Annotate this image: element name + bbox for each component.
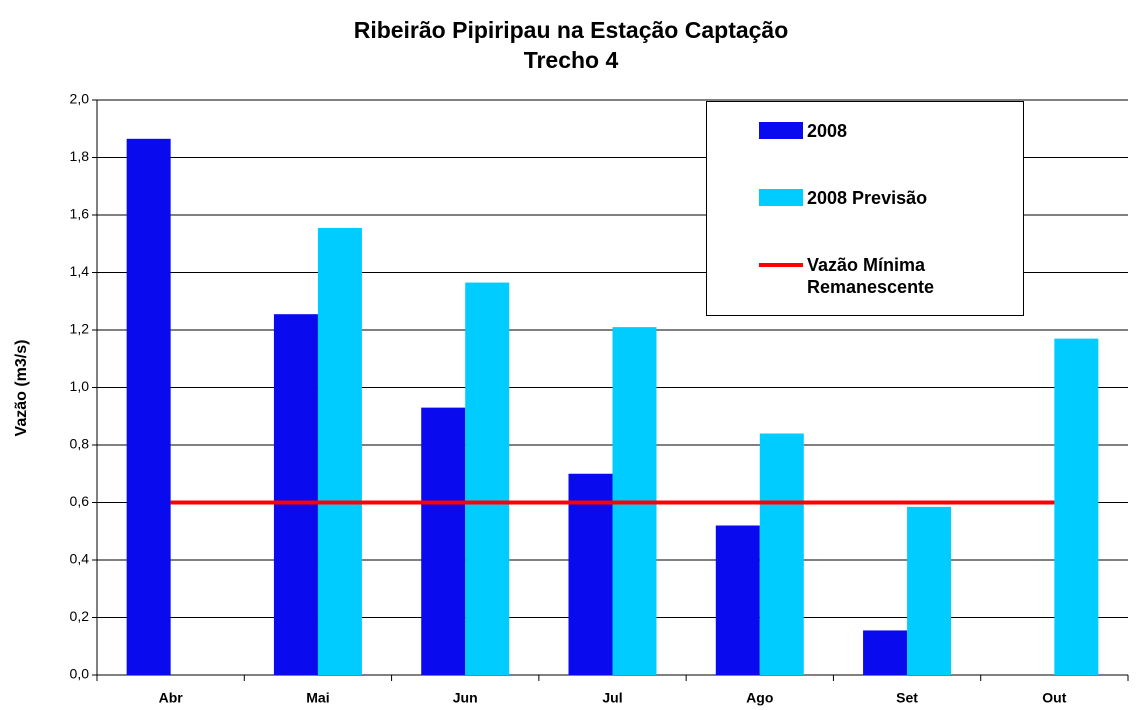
bar	[126, 138, 171, 675]
legend-label: Vazão Mínima Remanescente	[807, 255, 935, 297]
bar	[465, 282, 510, 675]
legend-entry: 2008 Previsão	[759, 187, 977, 209]
y-tick-label: 1,2	[70, 321, 90, 337]
bar	[863, 630, 908, 675]
y-tick-label: 0,6	[70, 493, 90, 509]
y-tick-label: 1,8	[70, 148, 90, 164]
legend-label: 2008 Previsão	[807, 188, 928, 208]
x-tick-label: Jul	[602, 690, 622, 706]
bar	[273, 314, 318, 675]
y-axis-title: Vazão (m3/s)	[13, 340, 30, 437]
y-tick-label: 0,0	[70, 666, 90, 682]
x-tick-label: Mai	[306, 690, 329, 706]
y-tick-label: 1,6	[70, 206, 90, 222]
bar	[759, 433, 804, 675]
legend-entry: 2008	[759, 120, 977, 142]
legend-swatch	[759, 263, 803, 267]
y-tick-label: 1,4	[70, 263, 90, 279]
legend-swatch	[759, 122, 803, 139]
chart-title: Ribeirão Pipiripau na Estação Captação	[354, 17, 789, 43]
legend: 2008 2008 Previsão Vazão Mínima Remanescen…	[706, 101, 1024, 316]
bar	[907, 506, 952, 675]
bar	[317, 227, 362, 675]
marks	[126, 138, 1099, 675]
bar	[568, 473, 613, 675]
x-tick-label: Abr	[159, 690, 184, 706]
x-tick-label: Out	[1042, 690, 1066, 706]
y-tick-label: 2,0	[70, 91, 90, 107]
legend-entry: Vazão Mínima Remanescente	[759, 254, 977, 298]
bar	[715, 525, 760, 675]
x-tick-label: Jun	[453, 690, 478, 706]
y-tick-label: 0,4	[70, 551, 90, 567]
legend-label: 2008	[807, 121, 848, 141]
x-tick-label: Ago	[746, 690, 773, 706]
x-tick-label: Set	[896, 690, 918, 706]
chart-subtitle: Trecho 4	[524, 47, 619, 73]
y-tick-label: 0,2	[70, 608, 90, 624]
y-tick-label: 1,0	[70, 378, 90, 394]
bar	[1054, 338, 1099, 675]
bar	[421, 407, 466, 675]
legend-swatch	[759, 189, 803, 206]
y-tick-label: 0,8	[70, 436, 90, 452]
